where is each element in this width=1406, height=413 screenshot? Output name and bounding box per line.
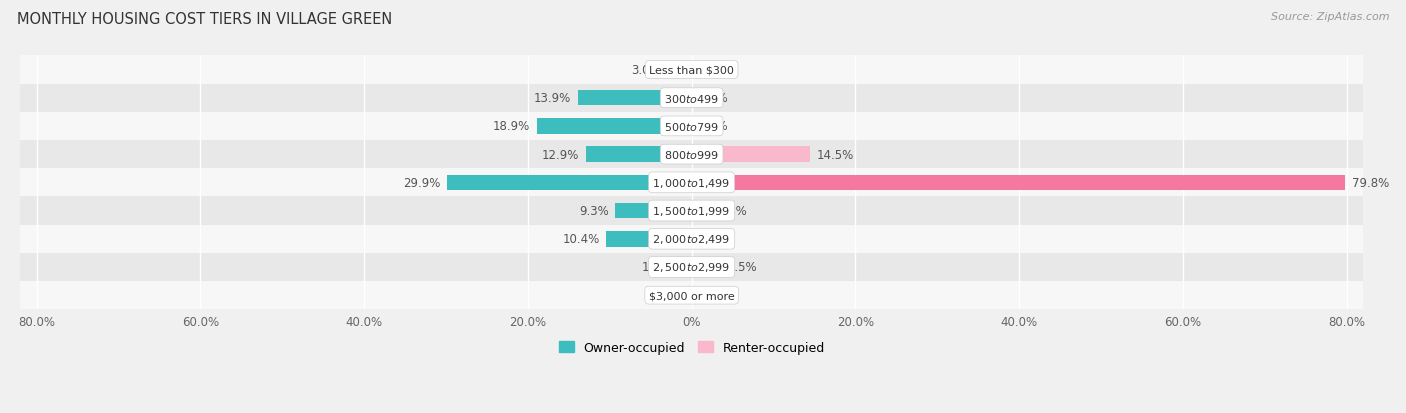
Text: 3.5%: 3.5% xyxy=(727,261,756,274)
Text: $300 to $499: $300 to $499 xyxy=(664,93,718,104)
Bar xyxy=(0,197,1406,225)
Text: 9.3%: 9.3% xyxy=(579,204,609,218)
Text: 0.0%: 0.0% xyxy=(699,92,728,105)
Bar xyxy=(692,91,696,106)
Text: Less than $300: Less than $300 xyxy=(650,65,734,75)
Bar xyxy=(606,231,692,247)
Bar xyxy=(666,63,692,78)
Text: 79.8%: 79.8% xyxy=(1351,176,1389,190)
Text: 0.0%: 0.0% xyxy=(699,64,728,77)
Text: 2.3%: 2.3% xyxy=(717,204,747,218)
Text: $3,000 or more: $3,000 or more xyxy=(648,290,734,300)
Text: 18.9%: 18.9% xyxy=(494,120,530,133)
Bar xyxy=(616,203,692,219)
Text: 10.4%: 10.4% xyxy=(562,233,600,246)
Bar xyxy=(692,288,696,303)
Text: Source: ZipAtlas.com: Source: ZipAtlas.com xyxy=(1271,12,1389,22)
Text: 0.0%: 0.0% xyxy=(699,289,728,302)
Text: 0.0%: 0.0% xyxy=(699,120,728,133)
Text: $500 to $799: $500 to $799 xyxy=(664,121,718,133)
Bar xyxy=(0,113,1406,141)
Bar xyxy=(0,225,1406,253)
Text: 3.0%: 3.0% xyxy=(631,64,661,77)
Text: $800 to $999: $800 to $999 xyxy=(664,149,718,161)
Bar xyxy=(692,119,696,134)
Bar xyxy=(692,147,810,162)
Bar xyxy=(692,260,720,275)
Legend: Owner-occupied, Renter-occupied: Owner-occupied, Renter-occupied xyxy=(554,336,830,359)
Bar xyxy=(578,91,692,106)
Bar xyxy=(447,175,692,191)
Bar xyxy=(678,260,692,275)
Text: MONTHLY HOUSING COST TIERS IN VILLAGE GREEN: MONTHLY HOUSING COST TIERS IN VILLAGE GR… xyxy=(17,12,392,27)
Text: 1.7%: 1.7% xyxy=(641,261,671,274)
Bar xyxy=(0,141,1406,169)
Bar xyxy=(0,281,1406,309)
Text: 29.9%: 29.9% xyxy=(404,176,440,190)
Bar xyxy=(0,56,1406,84)
Bar xyxy=(692,175,1346,191)
Text: 0.0%: 0.0% xyxy=(699,233,728,246)
Bar xyxy=(0,84,1406,113)
Text: $1,000 to $1,499: $1,000 to $1,499 xyxy=(652,176,731,190)
Bar xyxy=(0,169,1406,197)
Bar xyxy=(0,253,1406,281)
Text: $1,500 to $1,999: $1,500 to $1,999 xyxy=(652,204,731,218)
Text: 12.9%: 12.9% xyxy=(543,148,579,161)
Text: 0.0%: 0.0% xyxy=(655,289,685,302)
Bar xyxy=(692,231,696,247)
Bar xyxy=(692,203,710,219)
Bar xyxy=(537,119,692,134)
Bar xyxy=(688,288,692,303)
Text: $2,000 to $2,499: $2,000 to $2,499 xyxy=(652,233,731,246)
Bar xyxy=(692,63,696,78)
Text: 13.9%: 13.9% xyxy=(534,92,571,105)
Text: $2,500 to $2,999: $2,500 to $2,999 xyxy=(652,261,731,274)
Text: 14.5%: 14.5% xyxy=(817,148,855,161)
Bar xyxy=(586,147,692,162)
